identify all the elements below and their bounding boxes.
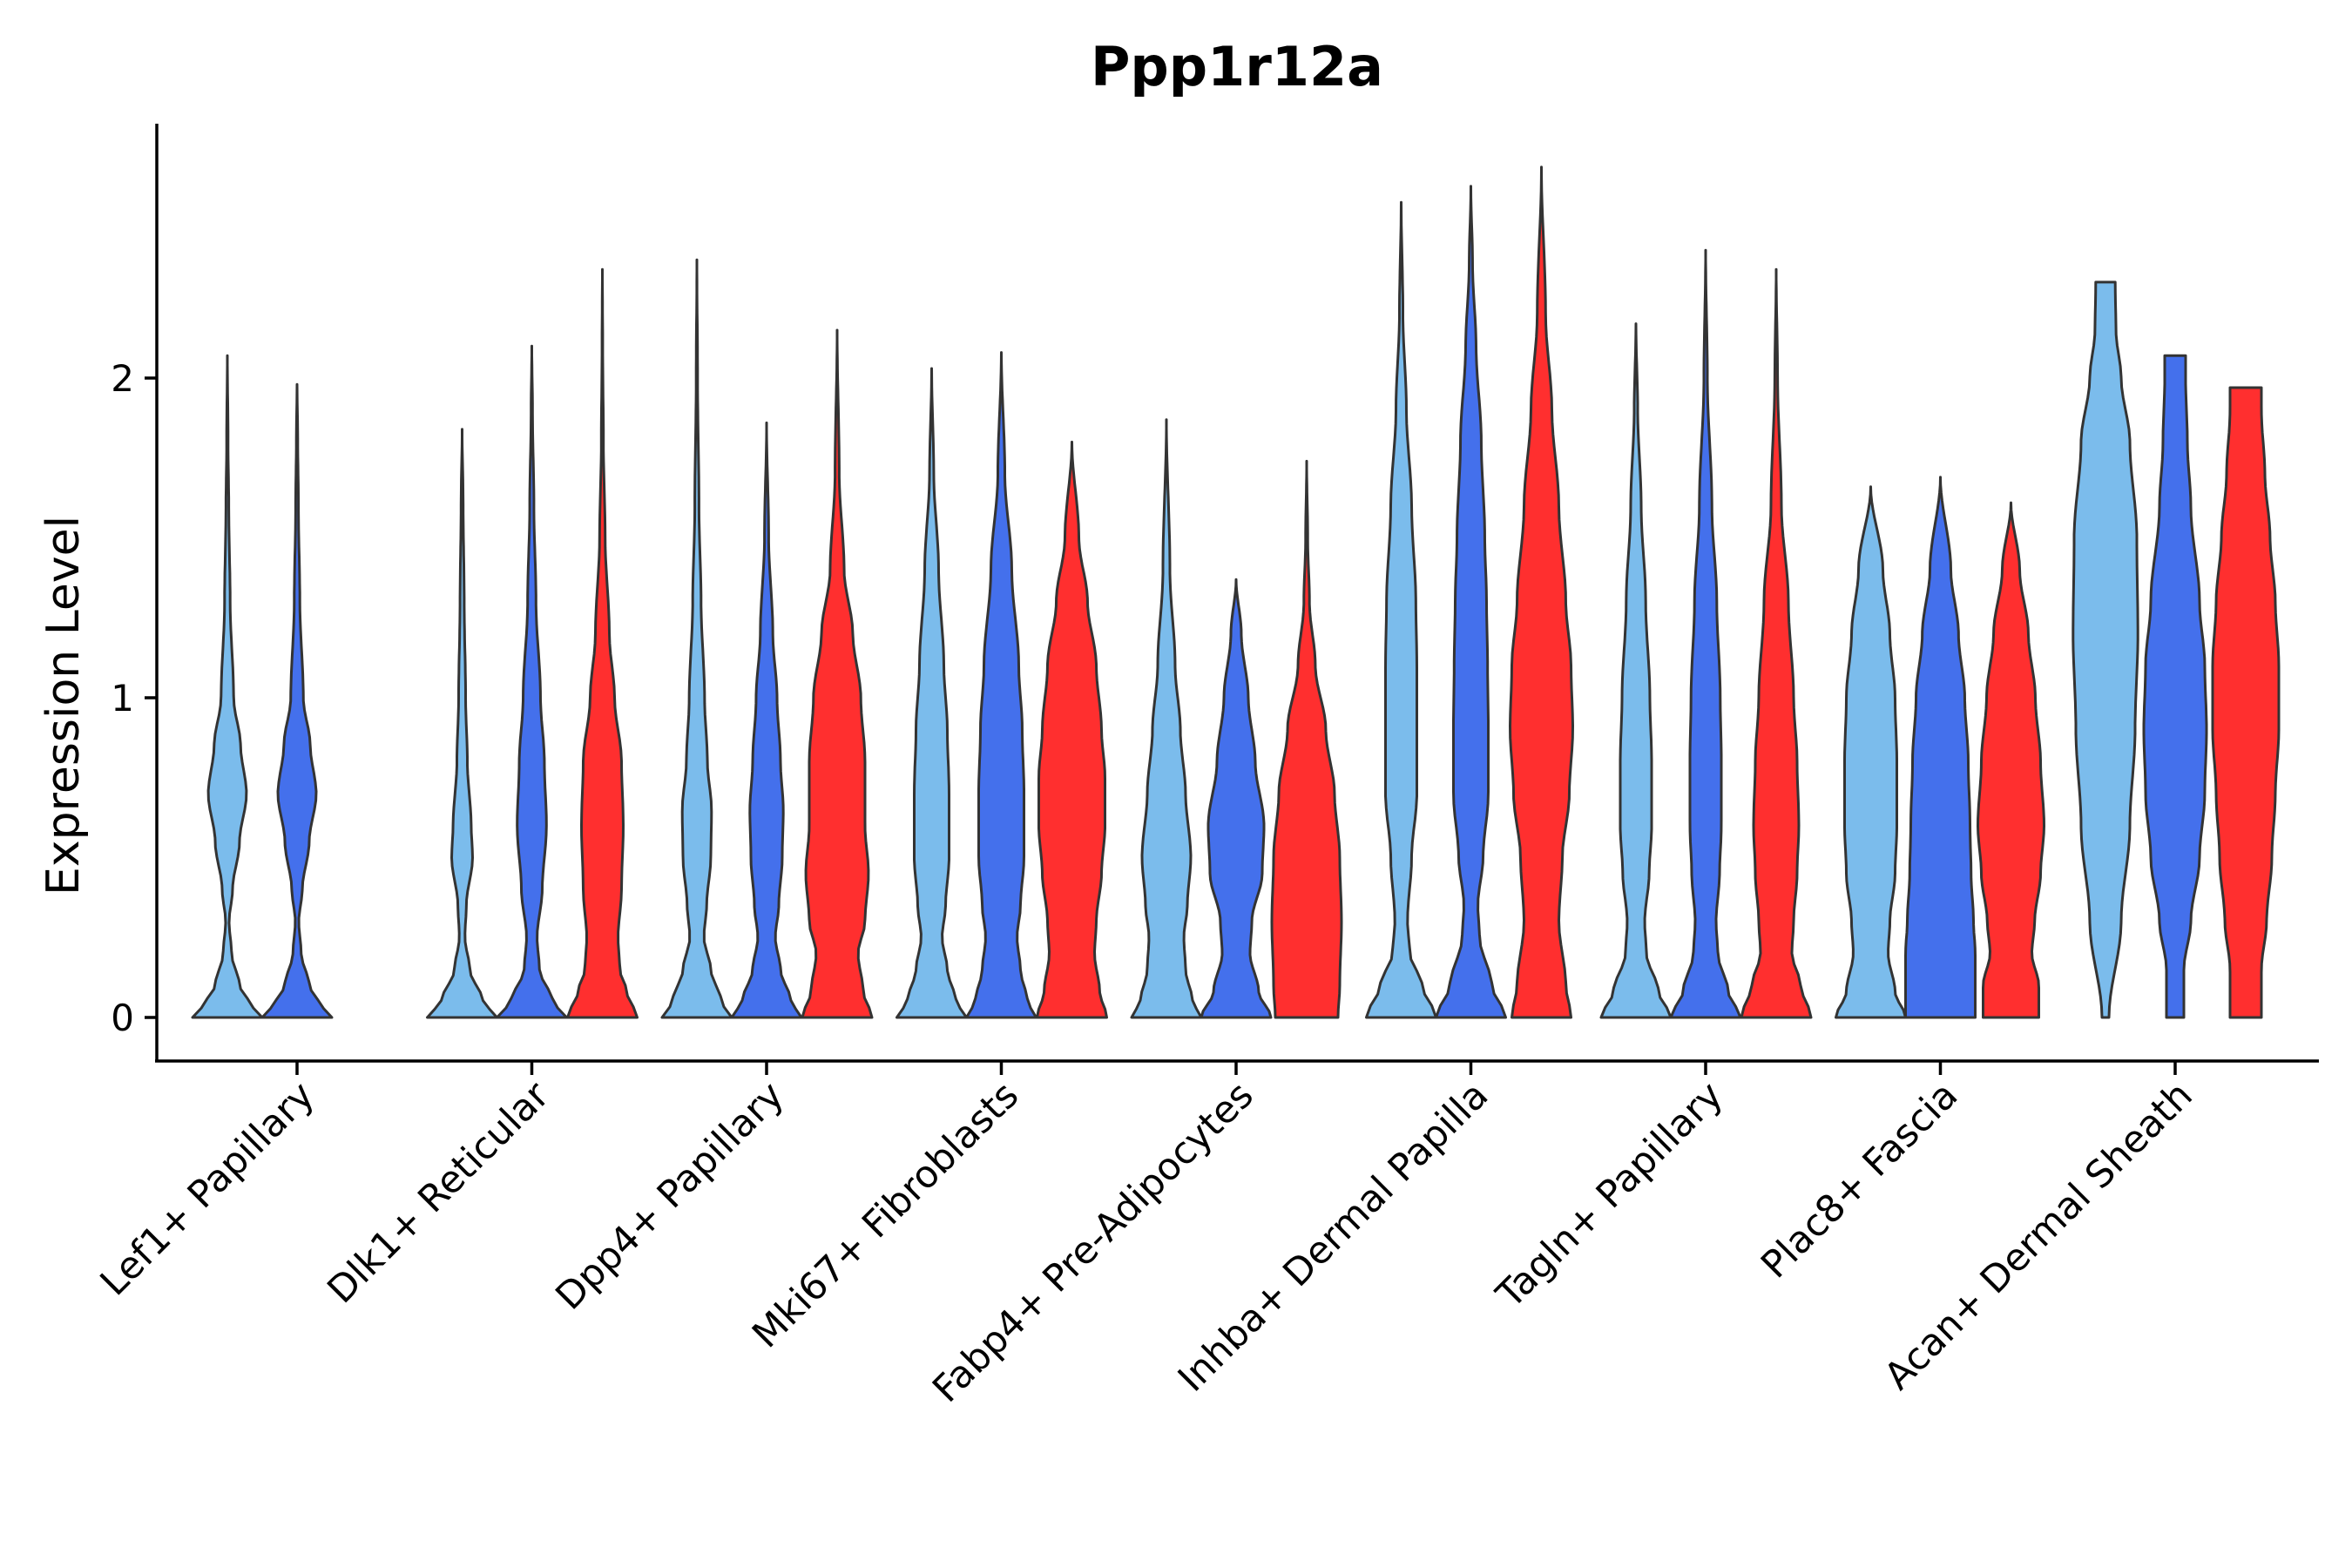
violin-7-2 xyxy=(1977,501,2045,1019)
violin-3-2 xyxy=(1036,440,1108,1019)
violin-8-2 xyxy=(2211,386,2281,1019)
violin-8-0 xyxy=(2072,280,2139,1019)
violin-5-2 xyxy=(1509,166,1574,1019)
violin-layer xyxy=(191,166,2281,1019)
violin-2-0 xyxy=(660,258,733,1019)
x-tick-label: Plac8+ Fascia xyxy=(1753,1073,1966,1287)
violin-6-1 xyxy=(1669,248,1742,1019)
violin-8-1 xyxy=(2142,354,2208,1019)
violin-3-1 xyxy=(965,351,1037,1019)
y-ticks: 0 1 2 xyxy=(111,357,157,1039)
x-tick-label: Lef1+ Papillary xyxy=(92,1073,323,1304)
violin-1-0 xyxy=(426,428,498,1019)
chart-title: Ppp1r12a xyxy=(1091,35,1383,98)
violin-0-1 xyxy=(260,382,334,1019)
violin-1-2 xyxy=(566,267,639,1019)
violin-6-0 xyxy=(1599,322,1673,1019)
violin-7-0 xyxy=(1835,485,1907,1019)
x-tick-label: Mki67+ Fibroblasts xyxy=(744,1073,1027,1356)
violin-2-1 xyxy=(730,421,803,1019)
y-tick-label: 0 xyxy=(111,997,134,1039)
violin-1-1 xyxy=(496,344,568,1019)
violin-4-2 xyxy=(1270,459,1343,1019)
violin-4-1 xyxy=(1200,578,1273,1019)
violin-0-0 xyxy=(191,354,264,1019)
x-tick-label: Dpp4+ Papillary xyxy=(548,1073,793,1318)
y-tick-label: 2 xyxy=(111,357,134,400)
violin-3-0 xyxy=(896,367,968,1019)
violin-7-1 xyxy=(1904,476,1977,1019)
violin-6-2 xyxy=(1740,267,1813,1019)
violin-5-0 xyxy=(1365,200,1437,1019)
y-tick-label: 1 xyxy=(111,677,134,720)
violin-5-1 xyxy=(1435,185,1507,1019)
violin-4-0 xyxy=(1130,418,1203,1019)
violin-2-2 xyxy=(801,328,874,1019)
x-tick-label: Dlk1+ Reticular xyxy=(320,1073,558,1312)
x-tick-label: Tagln+ Papillary xyxy=(1488,1073,1732,1317)
y-axis-label: Expression Level xyxy=(37,516,90,896)
